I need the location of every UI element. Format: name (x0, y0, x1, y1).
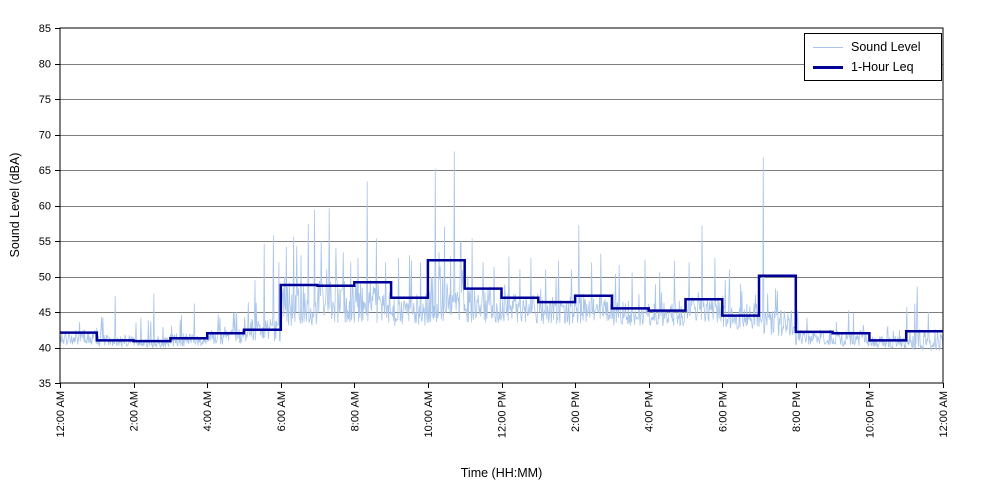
leq-line-swatch (813, 65, 843, 69)
x-tick-labels: 12:00 AM 2:00 AM 4:00 AM 6:00 AM 8:00 AM 10:0… (55, 391, 950, 438)
x-tick-label: 2:00 AM (129, 391, 141, 431)
x-tick-label: 8:00 PM (791, 391, 803, 432)
y-tick-label: 45 (39, 307, 51, 319)
leq-series (60, 258, 943, 343)
x-tick-label: 12:00 AM (55, 391, 67, 437)
chart-legend: Sound Level 1-Hour Leq (804, 33, 942, 81)
legend-label-leq: 1-Hour Leq (851, 60, 914, 74)
y-tick-label: 65 (39, 165, 51, 177)
x-tick-label: 12:00 PM (497, 391, 509, 438)
x-tick-label: 6:00 AM (276, 391, 288, 431)
sound-level-line-swatch (813, 46, 843, 48)
x-tick-label: 4:00 AM (202, 391, 214, 431)
y-tick-label: 75 (39, 94, 51, 106)
x-tick-label: 12:00 AM (938, 391, 950, 437)
y-tick-label: 60 (39, 201, 51, 213)
legend-label-sound-level: Sound Level (851, 40, 921, 54)
x-tick-label: 4:00 PM (644, 391, 656, 432)
y-tick-label: 55 (39, 236, 51, 248)
x-tick-label: 10:00 AM (423, 391, 435, 437)
legend-entry-sound-level: Sound Level (813, 40, 931, 54)
x-tick-label: 6:00 PM (717, 391, 729, 432)
y-tick-label: 70 (39, 130, 51, 142)
gridlines (60, 64, 943, 349)
x-tick-label: 8:00 AM (349, 391, 361, 431)
x-tick-label: 2:00 PM (570, 391, 582, 432)
y-tick-label: 80 (39, 59, 51, 71)
y-tick-labels: 35 40 45 50 55 60 65 70 75 80 85 (39, 23, 51, 390)
y-tick-label: 40 (39, 343, 51, 355)
y-axis-title: Sound Level (dBA) (8, 152, 22, 258)
legend-entry-leq: 1-Hour Leq (813, 60, 931, 74)
plot-border (59, 27, 944, 384)
axis-ticks (55, 28, 944, 388)
x-tick-label: 10:00 PM (864, 391, 876, 438)
x-axis-title: Time (HH:MM) (460, 466, 543, 480)
y-tick-label: 50 (39, 272, 51, 284)
sound-level-series (59, 151, 944, 352)
y-tick-label: 85 (39, 23, 51, 35)
y-tick-label: 35 (39, 378, 51, 390)
